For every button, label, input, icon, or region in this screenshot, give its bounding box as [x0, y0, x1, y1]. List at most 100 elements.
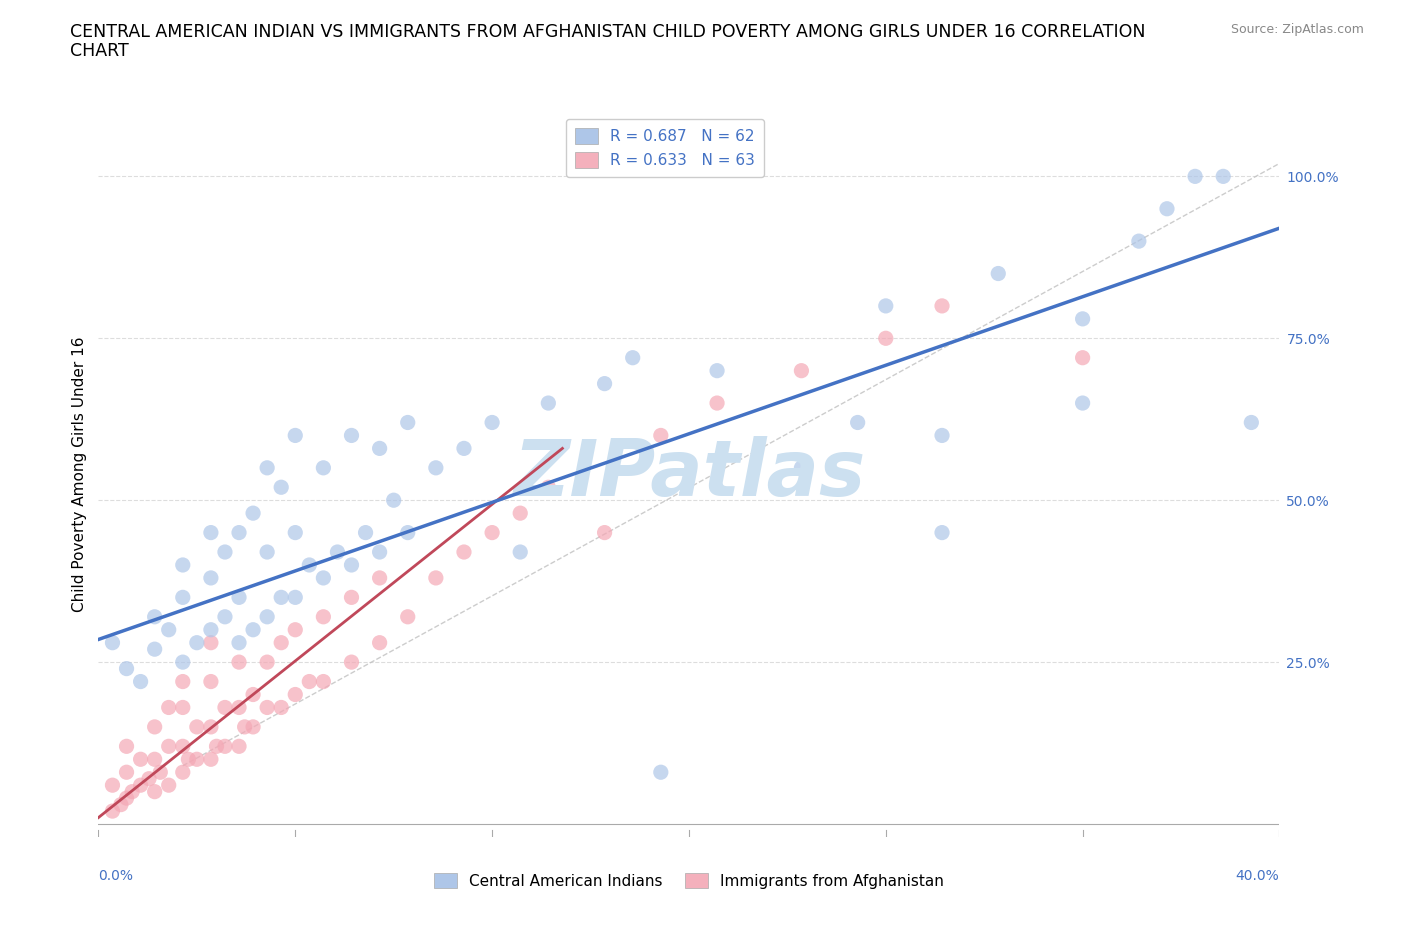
Point [157, 700, 180, 715]
Point [200, 635, 222, 650]
Point [143, 720, 166, 735]
Point [368, 545, 391, 560]
Point [790, 460, 813, 475]
Point [143, 751, 166, 766]
Point [228, 700, 250, 715]
Point [172, 738, 194, 753]
Point [382, 493, 405, 508]
Point [312, 609, 335, 624]
Point [200, 525, 222, 540]
Point [115, 738, 138, 753]
Text: CENTRAL AMERICAN INDIAN VS IMMIGRANTS FROM AFGHANISTAN CHILD POVERTY AMONG GIRLS: CENTRAL AMERICAN INDIAN VS IMMIGRANTS FR… [70, 23, 1146, 41]
Point [368, 441, 391, 456]
Point [172, 700, 194, 715]
Point [284, 590, 307, 604]
Point [115, 790, 138, 805]
Point [143, 642, 166, 657]
Point [790, 364, 813, 379]
Point [200, 674, 222, 689]
Point [875, 299, 897, 313]
Point [172, 558, 194, 573]
Point [270, 480, 292, 495]
Text: 0.0%: 0.0% [98, 870, 134, 884]
Point [172, 590, 194, 604]
Point [650, 764, 672, 779]
Point [368, 635, 391, 650]
Point [298, 674, 321, 689]
Point [115, 661, 138, 676]
Point [593, 525, 616, 540]
Point [284, 428, 307, 443]
Point [186, 751, 208, 766]
Point [172, 764, 194, 779]
Point [115, 764, 138, 779]
Point [340, 655, 363, 670]
Point [509, 545, 531, 560]
Point [200, 751, 222, 766]
Point [110, 797, 132, 812]
Point [214, 700, 236, 715]
Point [214, 738, 236, 753]
Point [121, 784, 143, 799]
Point [205, 738, 228, 753]
Point [129, 751, 152, 766]
Point [1156, 201, 1178, 216]
Point [200, 720, 222, 735]
Point [1071, 395, 1094, 410]
Point [481, 525, 503, 540]
Point [177, 751, 200, 766]
Text: CHART: CHART [70, 42, 129, 60]
Point [143, 609, 166, 624]
Point [172, 655, 194, 670]
Point [228, 738, 250, 753]
Point [256, 545, 278, 560]
Point [312, 460, 335, 475]
Point [425, 570, 447, 585]
Point [101, 804, 124, 818]
Text: Source: ZipAtlas.com: Source: ZipAtlas.com [1230, 23, 1364, 36]
Point [228, 525, 250, 540]
Point [396, 415, 419, 430]
Point [368, 570, 391, 585]
Point [354, 525, 377, 540]
Point [875, 331, 897, 346]
Point [706, 364, 728, 379]
Point [1071, 351, 1094, 365]
Point [312, 570, 335, 585]
Legend: Central American Indians, Immigrants from Afghanistan: Central American Indians, Immigrants fro… [427, 867, 950, 895]
Point [157, 622, 180, 637]
Point [284, 622, 307, 637]
Text: ZIPatlas: ZIPatlas [513, 436, 865, 512]
Point [1184, 169, 1206, 184]
Point [186, 635, 208, 650]
Point [200, 570, 222, 585]
Point [453, 545, 475, 560]
Point [214, 545, 236, 560]
Point [284, 525, 307, 540]
Point [284, 687, 307, 702]
Point [270, 590, 292, 604]
Point [270, 635, 292, 650]
Point [242, 687, 264, 702]
Point [396, 609, 419, 624]
Point [340, 428, 363, 443]
Point [396, 525, 419, 540]
Point [340, 590, 363, 604]
Point [270, 700, 292, 715]
Point [172, 674, 194, 689]
Point [298, 558, 321, 573]
Point [537, 395, 560, 410]
Point [149, 764, 172, 779]
Point [453, 441, 475, 456]
Point [312, 674, 335, 689]
Point [931, 299, 953, 313]
Point [256, 700, 278, 715]
Point [138, 771, 160, 786]
Point [157, 777, 180, 792]
Point [101, 777, 124, 792]
Point [214, 609, 236, 624]
Point [931, 428, 953, 443]
Point [1212, 169, 1234, 184]
Point [186, 720, 208, 735]
Point [129, 777, 152, 792]
